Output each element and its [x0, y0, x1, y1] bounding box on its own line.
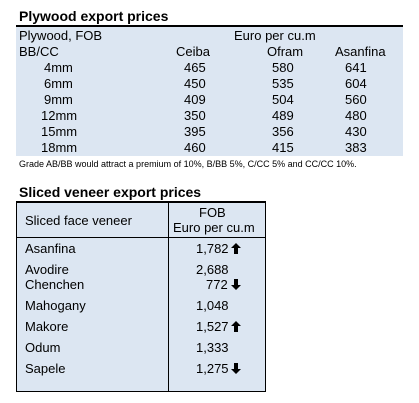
veneer-top-rule: [16, 201, 266, 203]
plywood-title: Plywood export prices: [19, 8, 169, 24]
veneer-frame: [16, 203, 266, 392]
plywood-col-ceiba: Ceiba: [176, 44, 210, 59]
plywood-cell: 460: [184, 140, 206, 155]
veneer-row-name: Chenchen: [25, 277, 85, 292]
plywood-cell: 465: [184, 60, 206, 75]
grade-premium-note: Grade AB/BB would attract a premium of 1…: [19, 159, 357, 169]
plywood-row-size: 12mm: [41, 108, 78, 123]
veneer-row-name: Odum: [25, 340, 61, 355]
veneer-row-value: 1,275: [196, 361, 229, 376]
veneer-header-product: Sliced face veneer: [25, 213, 132, 228]
arrow-up-icon: [231, 321, 241, 332]
veneer-row-name: Makore: [25, 319, 69, 334]
plywood-row-size: 15mm: [41, 124, 78, 139]
plywood-col-asanfina: Asanfina: [335, 44, 386, 59]
plywood-col-ofram: Ofram: [267, 44, 304, 59]
plywood-top-rule: [16, 25, 403, 27]
veneer-header-unit: Euro per cu.m: [173, 220, 255, 235]
plywood-cell: 504: [272, 92, 294, 107]
plywood-cell: 350: [184, 108, 206, 123]
plywood-cell: 450: [184, 76, 206, 91]
plywood-header-fob: Plywood, FOB: [19, 28, 103, 43]
veneer-row-name: Sapele: [25, 361, 66, 376]
plywood-cell: 641: [345, 60, 367, 75]
veneer-header-divider: [16, 237, 266, 238]
plywood-row-size: 6mm: [44, 76, 73, 91]
veneer-row-name: Mahogany: [25, 298, 86, 313]
plywood-row-size: 4mm: [44, 60, 73, 75]
veneer-row-value: 1,333: [196, 340, 229, 355]
plywood-cell: 356: [272, 124, 294, 139]
veneer-row-value: 1,782: [196, 241, 229, 256]
plywood-cell: 580: [272, 60, 294, 75]
plywood-cell: 415: [272, 140, 294, 155]
plywood-row-size: 9mm: [44, 92, 73, 107]
plywood-cell: 604: [345, 76, 367, 91]
plywood-cell: 489: [272, 108, 294, 123]
veneer-row-value: 1,527: [196, 319, 229, 334]
veneer-row-value: 1,048: [196, 298, 229, 313]
arrow-down-icon: [231, 363, 241, 374]
plywood-cell: 560: [345, 92, 367, 107]
veneer-column-divider: [168, 203, 169, 392]
plywood-table: Plywood, FOB Euro per cu.m BB/CC Ceiba O…: [16, 25, 403, 156]
veneer-title: Sliced veneer export prices: [19, 184, 202, 200]
veneer-row-value: 2,688: [196, 262, 229, 277]
arrow-up-icon: [231, 243, 241, 254]
plywood-header-grade: BB/CC: [19, 44, 59, 59]
plywood-cell: 480: [345, 108, 367, 123]
plywood-row-size: 18mm: [41, 140, 78, 155]
veneer-row-name: Asanfina: [25, 241, 76, 256]
veneer-row-value: 772: [206, 277, 228, 292]
veneer-table: Sliced face veneer FOB Euro per cu.m Asa…: [16, 201, 266, 392]
plywood-cell: 535: [272, 76, 294, 91]
arrow-down-icon: [231, 279, 241, 290]
veneer-header-fob: FOB: [199, 205, 226, 220]
plywood-header-unit: Euro per cu.m: [234, 28, 316, 43]
plywood-cell: 409: [184, 92, 206, 107]
plywood-cell: 383: [345, 140, 367, 155]
veneer-row-name: Avodire: [25, 262, 69, 277]
plywood-cell: 395: [184, 124, 206, 139]
plywood-cell: 430: [345, 124, 367, 139]
